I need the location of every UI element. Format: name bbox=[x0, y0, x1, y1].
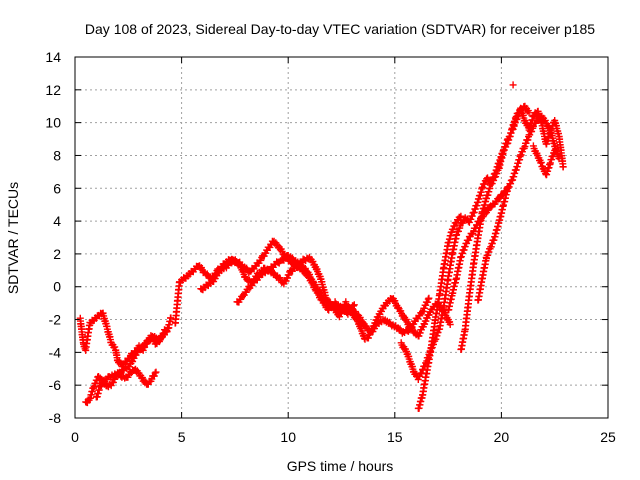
data-point-marker bbox=[456, 214, 464, 222]
y-tick-label: 0 bbox=[53, 279, 61, 295]
data-point-marker bbox=[509, 81, 517, 89]
y-tick-label: 8 bbox=[53, 147, 61, 163]
y-axis-label: SDTVAR / TECUs bbox=[5, 182, 21, 294]
data-point-marker bbox=[525, 109, 533, 117]
x-tick-label: 10 bbox=[280, 429, 296, 445]
data-point-marker bbox=[504, 135, 512, 143]
y-tick-label: 4 bbox=[53, 213, 61, 229]
y-tick-label: -4 bbox=[49, 344, 62, 360]
data-point-marker bbox=[151, 369, 159, 377]
data-point-marker bbox=[425, 294, 433, 302]
x-axis-label: GPS time / hours bbox=[287, 458, 394, 474]
y-tick-label: -8 bbox=[49, 410, 62, 426]
x-tick-label: 0 bbox=[71, 429, 79, 445]
y-tick-label: 2 bbox=[53, 246, 61, 262]
plot-frame bbox=[74, 56, 609, 419]
x-axis-ticks: 0 5 10 15 20 25 bbox=[71, 57, 616, 445]
data-point-marker bbox=[446, 321, 454, 328]
y-tick-label: -6 bbox=[49, 377, 62, 393]
y-tick-label: 14 bbox=[45, 49, 61, 65]
data-point-marker bbox=[111, 343, 119, 351]
data-points bbox=[76, 81, 567, 412]
data-point-marker bbox=[467, 215, 475, 223]
y-axis-ticks: -8 -6 -4 -2 0 2 4 6 8 10 12 14 bbox=[45, 49, 608, 426]
data-point-marker bbox=[92, 379, 100, 387]
y-tick-label: -2 bbox=[49, 312, 62, 328]
x-tick-label: 25 bbox=[600, 429, 616, 445]
y-tick-label: 10 bbox=[45, 115, 61, 131]
x-tick-label: 15 bbox=[387, 429, 403, 445]
data-point-marker bbox=[457, 212, 465, 220]
data-point-marker bbox=[559, 163, 567, 171]
y-tick-label: 6 bbox=[53, 180, 61, 196]
data-point-marker bbox=[551, 147, 559, 154]
grid-lines bbox=[75, 57, 608, 418]
x-tick-label: 5 bbox=[178, 429, 186, 445]
data-point-marker bbox=[167, 314, 175, 322]
data-point-marker bbox=[150, 372, 158, 380]
data-point-marker bbox=[152, 368, 160, 376]
y-tick-label: 12 bbox=[45, 82, 61, 98]
chart-title: Day 108 of 2023, Sidereal Day-to-day VTE… bbox=[85, 21, 595, 37]
x-tick-label: 20 bbox=[494, 429, 510, 445]
data-point-marker bbox=[309, 258, 317, 265]
